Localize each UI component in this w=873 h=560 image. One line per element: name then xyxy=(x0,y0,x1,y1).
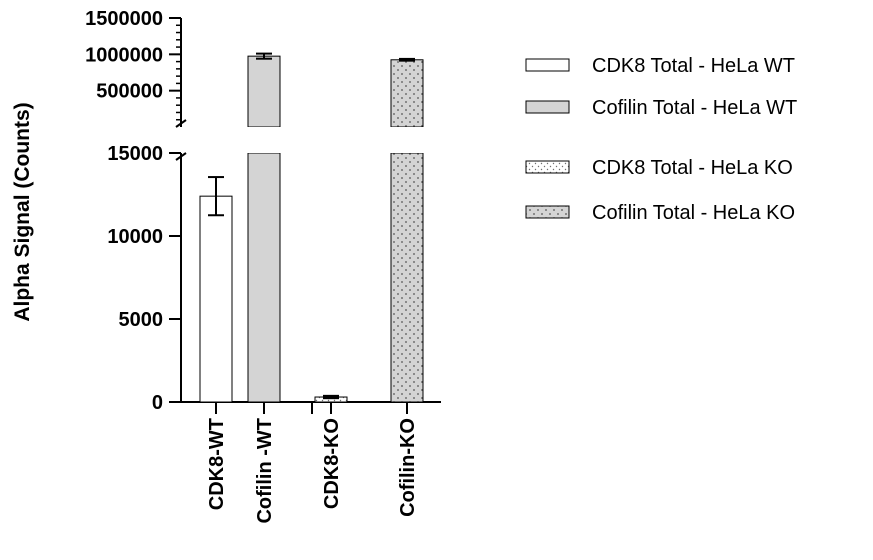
legend-label: CDK8 Total - HeLa WT xyxy=(592,55,795,77)
legend-label: CDK8 Total - HeLa KO xyxy=(592,157,793,179)
x-tick-label: Cofilin -WT xyxy=(254,418,276,524)
legend-label: Cofilin Total - HeLa KO xyxy=(592,202,795,224)
bar-Cofilin-KO xyxy=(390,152,424,403)
legend-swatch xyxy=(525,205,570,219)
x-tick-label: Cofilin-KO xyxy=(397,418,419,517)
y-tick-label: 10000 xyxy=(107,226,163,248)
y-tick-label: 15000 xyxy=(107,143,163,165)
bar-break-gap xyxy=(389,127,425,153)
legend-swatch xyxy=(525,160,570,174)
y-tick-label: 0 xyxy=(152,392,163,414)
y-tick-label: 5000 xyxy=(119,309,164,331)
legend-label: Cofilin Total - HeLa WT xyxy=(592,97,797,119)
y-tick-label: 1000000 xyxy=(85,44,163,66)
legend: CDK8 Total - HeLa WT Cofilin Total - HeLa… xyxy=(525,55,797,224)
bar-CDK8-WT xyxy=(199,195,233,403)
y-tick-label: 1500000 xyxy=(85,8,163,30)
bar-Cofilin-KO-upper xyxy=(390,59,424,128)
bar-Cofilin -WT xyxy=(247,152,281,403)
legend-swatch xyxy=(525,100,570,114)
legend-swatch xyxy=(525,58,570,72)
y-tick-label: 500000 xyxy=(96,81,163,103)
tick-labels: 0 5000 10000 15000 500000 1000000 1500000 CDK8-… xyxy=(85,8,419,524)
x-tick-label: CDK8-KO xyxy=(321,418,343,509)
bar-Cofilin -WT-upper xyxy=(247,55,281,128)
x-tick-label: CDK8-WT xyxy=(206,418,228,510)
bars xyxy=(199,52,425,403)
y-axis-title: Alpha Signal (Counts) xyxy=(11,102,34,321)
axis-break-mark xyxy=(175,152,187,161)
axis-break-mark xyxy=(175,119,187,128)
bar-break-gap xyxy=(246,127,282,153)
